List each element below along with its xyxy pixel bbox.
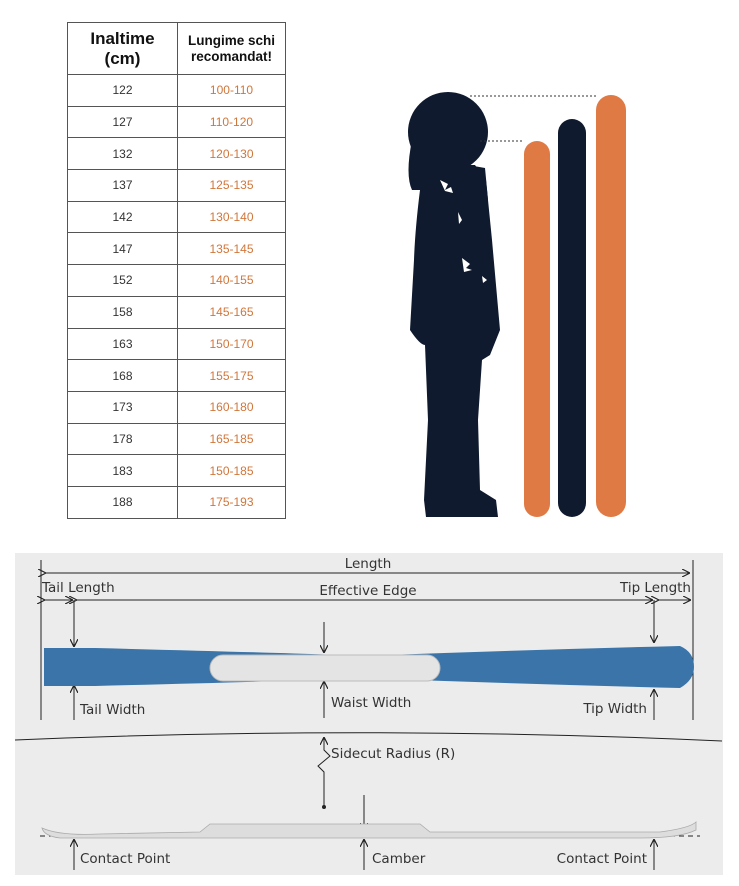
height-cell: 132	[67, 137, 178, 171]
table-header-row: Inaltime (cm) Lungime schi recomandat!	[67, 22, 286, 75]
table-row: 137 125-135	[67, 169, 286, 202]
height-cell: 183	[67, 454, 178, 487]
binding-plate	[209, 654, 441, 682]
label-contact-point-left: Contact Point	[80, 851, 170, 867]
height-cell: 168	[67, 359, 178, 392]
person-silhouette	[408, 92, 500, 517]
label-tip-width: Tip Width	[582, 701, 647, 717]
ski-length-cell: 135-145	[177, 232, 286, 266]
ski-size-table: Inaltime (cm) Lungime schi recomandat! 122…	[67, 22, 286, 519]
short-ski-orange	[524, 141, 550, 517]
label-tip-length: Tip Length	[619, 580, 691, 596]
table-row: 158 145-165	[67, 295, 286, 329]
table-row: 183 150-185	[67, 454, 286, 487]
table-row: 132 120-130	[67, 137, 286, 171]
ski-length-cell: 165-185	[177, 422, 286, 456]
label-waist-width: Waist Width	[331, 695, 411, 711]
table-row: 147 135-145	[67, 232, 286, 266]
ski-length-cell: 145-165	[177, 295, 286, 329]
table-row: 188 175-193	[67, 485, 286, 519]
ski-length-cell: 140-155	[177, 264, 286, 297]
table-row: 178 165-185	[67, 422, 286, 456]
label-effective-edge: Effective Edge	[319, 583, 416, 599]
header-height-line1: Inaltime	[90, 28, 155, 48]
ski-length-cell: 120-130	[177, 137, 286, 171]
jacket-highlights	[440, 180, 487, 283]
ski-length-cell: 110-120	[177, 105, 286, 139]
table-row: 152 140-155	[67, 264, 286, 297]
table-row: 122 100-110	[67, 74, 286, 107]
table-row: 168 155-175	[67, 359, 286, 392]
label-sidecut-radius: Sidecut Radius (R)	[331, 746, 455, 762]
label-length: Length	[345, 556, 392, 572]
ski-length-cell: 175-193	[177, 485, 286, 519]
label-contact-point-right: Contact Point	[557, 851, 647, 867]
height-cell: 173	[67, 390, 178, 424]
table-row: 127 110-120	[67, 105, 286, 139]
label-camber: Camber	[372, 851, 426, 867]
header-ski-line2: recomandat!	[190, 48, 273, 64]
header-ski-length: Lungime schi recomandat!	[177, 22, 286, 75]
ski-anatomy-diagram: Length Tail Length Effective Edge Tip Le…	[14, 553, 723, 875]
label-tail-width: Tail Width	[79, 702, 145, 718]
height-cell: 127	[67, 105, 178, 139]
header-height: Inaltime (cm)	[67, 22, 178, 75]
medium-ski-navy	[558, 119, 586, 517]
ski-side-view	[41, 821, 697, 839]
ski-length-cell: 155-175	[177, 359, 286, 392]
height-cell: 188	[67, 485, 178, 519]
long-ski-orange	[596, 95, 626, 517]
height-cell: 147	[67, 232, 178, 266]
ski-length-cell: 150-185	[177, 454, 286, 487]
ski-length-cell: 100-110	[177, 74, 286, 107]
table-row: 163 150-170	[67, 327, 286, 361]
ski-length-cell: 125-135	[177, 169, 286, 202]
label-tail-length: Tail Length	[41, 580, 115, 596]
header-height-line2: (cm)	[104, 48, 141, 68]
ski-length-cell: 150-170	[177, 327, 286, 361]
header-ski-line1: Lungime schi	[187, 32, 275, 48]
